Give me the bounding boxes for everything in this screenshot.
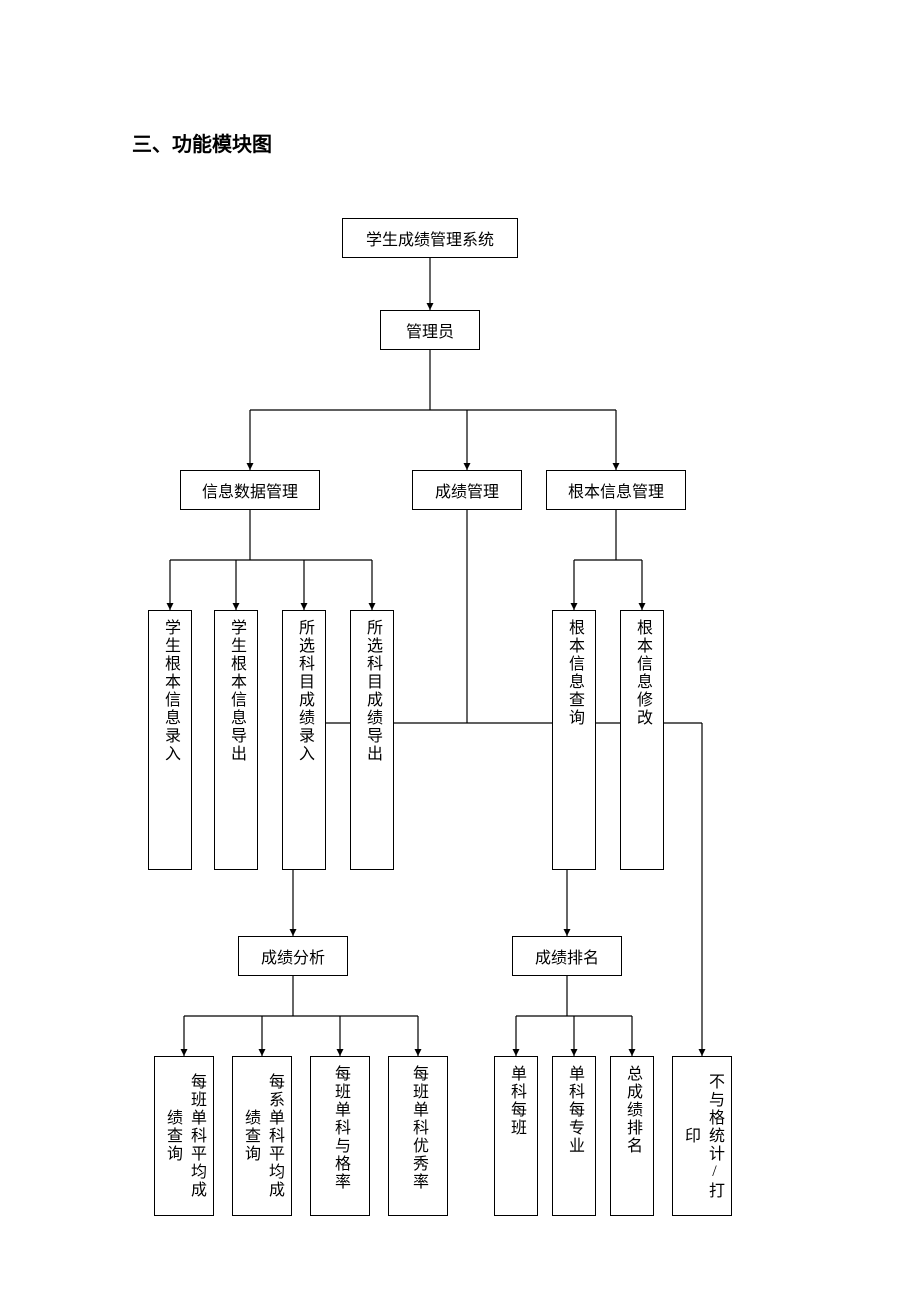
node-l3: 所选科目成绩录入	[282, 610, 326, 870]
node-s2: 成绩排名	[512, 936, 622, 976]
node-m3: 根本信息管理	[546, 470, 686, 510]
connectors	[0, 0, 920, 1302]
node-root: 学生成绩管理系统	[342, 218, 518, 258]
node-l6: 根本信息修改	[620, 610, 664, 870]
node-a2: 每系单科平均成绩查询	[232, 1056, 292, 1216]
node-a3: 每班单科与格率	[310, 1056, 370, 1216]
node-r2: 单科每专业	[552, 1056, 596, 1216]
node-l2: 学生根本信息导出	[214, 610, 258, 870]
node-r3: 总成绩排名	[610, 1056, 654, 1216]
node-r1: 单科每班	[494, 1056, 538, 1216]
node-r4: 不与格统计/打印	[672, 1056, 732, 1216]
section-title: 三、功能模块图	[132, 128, 272, 157]
node-a4: 每班单科优秀率	[388, 1056, 448, 1216]
node-l1: 学生根本信息录入	[148, 610, 192, 870]
node-l4: 所选科目成绩导出	[350, 610, 394, 870]
node-m1: 信息数据管理	[180, 470, 320, 510]
node-admin: 管理员	[380, 310, 480, 350]
node-a1: 每班单科平均成绩查询	[154, 1056, 214, 1216]
node-m2: 成绩管理	[412, 470, 522, 510]
node-s1: 成绩分析	[238, 936, 348, 976]
node-l5: 根本信息查询	[552, 610, 596, 870]
